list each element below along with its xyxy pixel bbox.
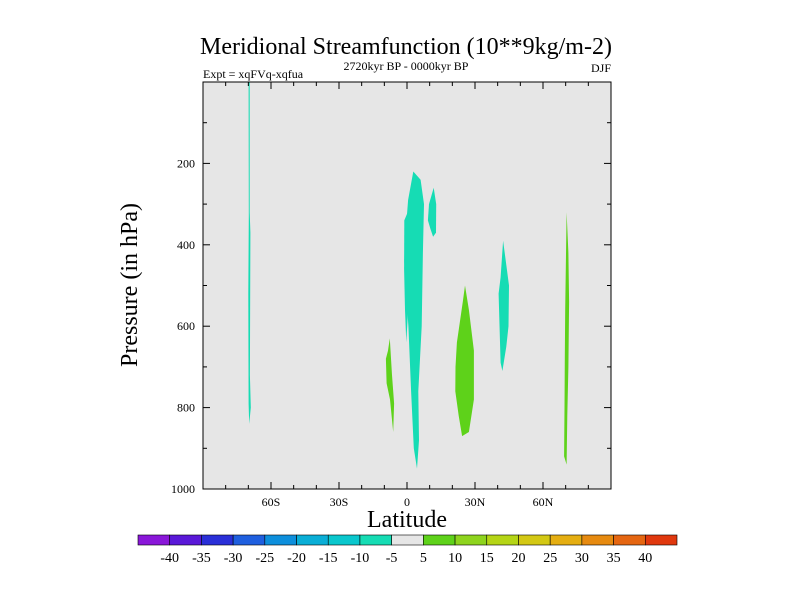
colorbar-label: 25 [543, 551, 557, 566]
colorbar-label: 20 [512, 551, 526, 566]
y-tick-label: 600 [177, 319, 195, 333]
contour-region-neg-3 [427, 187, 437, 237]
colorbar-label: 35 [607, 551, 621, 566]
chart-title: Meridional Streamfunction (10**9kg/m-2) [200, 34, 612, 60]
colorbar-label: -30 [224, 551, 243, 566]
period-label: 2720kyr BP - 0000kyr BP [344, 59, 469, 73]
y-tick-label: 800 [177, 401, 195, 415]
colorbar-swatch [581, 534, 614, 546]
y-tick-label: 200 [177, 156, 195, 170]
colorbar-label: -20 [287, 551, 306, 566]
colorbar-swatch [137, 534, 171, 546]
colorbar-swatch [423, 534, 456, 546]
colorbar-swatch [486, 534, 519, 546]
contour-region-neg-2 [404, 212, 409, 343]
colorbar-label: 10 [448, 551, 462, 566]
contour-region-pos-5 [385, 338, 395, 432]
colorbar-swatch [518, 534, 551, 546]
colorbar-label: 5 [420, 551, 427, 566]
colorbar-label: 30 [575, 551, 589, 566]
axis-ticks: 60S 30S 0 30N 60N 200 400 600 800 1000 [171, 82, 611, 509]
colorbar-label: 15 [480, 551, 494, 566]
y-axis-label: Pressure (in hPa) [117, 203, 143, 367]
colorbar: -40 -35 -30 -25 -20 -15 -10 -5 5 10 15 20 25 30 35 40 [137, 534, 678, 566]
y-tick-label: 1000 [171, 482, 195, 496]
contour-regions [248, 82, 570, 469]
colorbar-swatch [169, 534, 202, 546]
colorbar-label: -5 [386, 551, 398, 566]
colorbar-swatch [232, 534, 266, 546]
colorbar-swatch [644, 534, 678, 546]
colorbar-swatch [391, 534, 424, 546]
x-tick-label: 30N [465, 495, 486, 509]
x-tick-label: 30S [330, 495, 349, 509]
colorbar-label: -10 [351, 551, 370, 566]
colorbar-swatch [327, 534, 361, 546]
y-tick-label: 400 [177, 238, 195, 252]
colorbar-swatch [296, 534, 329, 546]
contour-region-pos-6 [455, 285, 474, 437]
colorbar-swatch [264, 534, 297, 546]
x-tick-label: 60S [262, 495, 281, 509]
contour-region-neg-0 [248, 82, 251, 424]
experiment-label: Expt = xqFVq-xqfua [203, 67, 304, 81]
colorbar-label: -40 [160, 551, 179, 566]
contour-region-neg-4 [498, 240, 509, 371]
x-axis-label: Latitude [367, 507, 447, 533]
colorbar-swatch [201, 534, 234, 546]
contour-region-pos-7 [564, 212, 570, 465]
colorbar-label: -35 [192, 551, 211, 566]
colorbar-label: -15 [319, 551, 338, 566]
colorbar-swatch [454, 534, 488, 546]
season-label: DJF [591, 61, 611, 75]
contour-region-neg-1 [404, 171, 424, 469]
x-tick-label: 0 [404, 495, 410, 509]
colorbar-label: 40 [638, 551, 652, 566]
colorbar-swatch [613, 534, 646, 546]
colorbar-swatch [359, 534, 392, 546]
colorbar-swatch [549, 534, 583, 546]
colorbar-label: -25 [255, 551, 274, 566]
x-tick-label: 60N [533, 495, 554, 509]
